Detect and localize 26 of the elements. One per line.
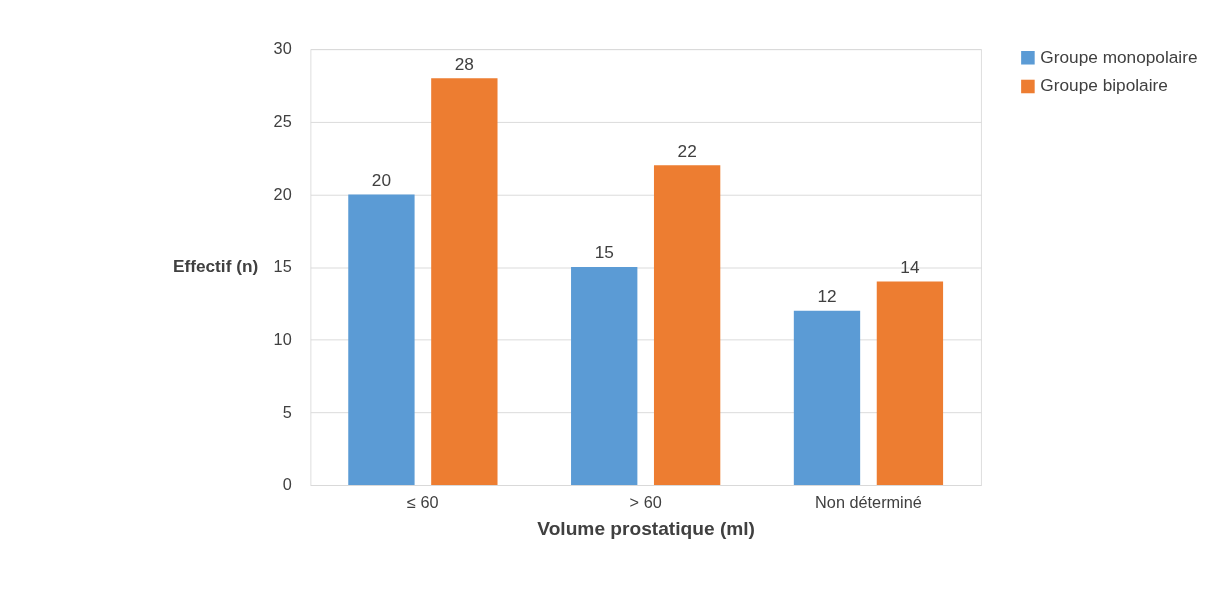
legend-label: Groupe monopolaire — [1040, 46, 1198, 67]
x-tick-label: > 60 — [629, 492, 662, 511]
y-tick-label: 25 — [273, 112, 292, 131]
x-tick-label: Non déterminé — [815, 492, 922, 511]
x-tick-label: ≤ 60 — [407, 492, 439, 511]
data-label: 28 — [454, 53, 474, 74]
bar — [431, 78, 498, 486]
y-tick-label: 10 — [273, 329, 292, 348]
y-tick-label: 20 — [273, 184, 292, 203]
legend-label: Groupe bipolaire — [1040, 75, 1168, 96]
data-label: 20 — [371, 169, 392, 190]
y-tick-label: 30 — [273, 39, 292, 58]
y-tick-label: 0 — [282, 475, 292, 494]
data-label: 15 — [594, 242, 614, 263]
bar — [876, 281, 944, 486]
bar — [348, 194, 415, 486]
bar — [653, 165, 721, 486]
data-label: 22 — [677, 140, 697, 161]
bar — [571, 267, 638, 486]
y-axis-title: Effectif (n) — [172, 255, 259, 276]
data-label: 12 — [817, 286, 837, 307]
data-label: 14 — [900, 256, 920, 277]
bar — [793, 310, 861, 486]
y-tick-label: 15 — [273, 257, 292, 276]
x-axis-title: Volume prostatique (ml) — [537, 518, 755, 540]
y-tick-label: 5 — [282, 402, 292, 421]
